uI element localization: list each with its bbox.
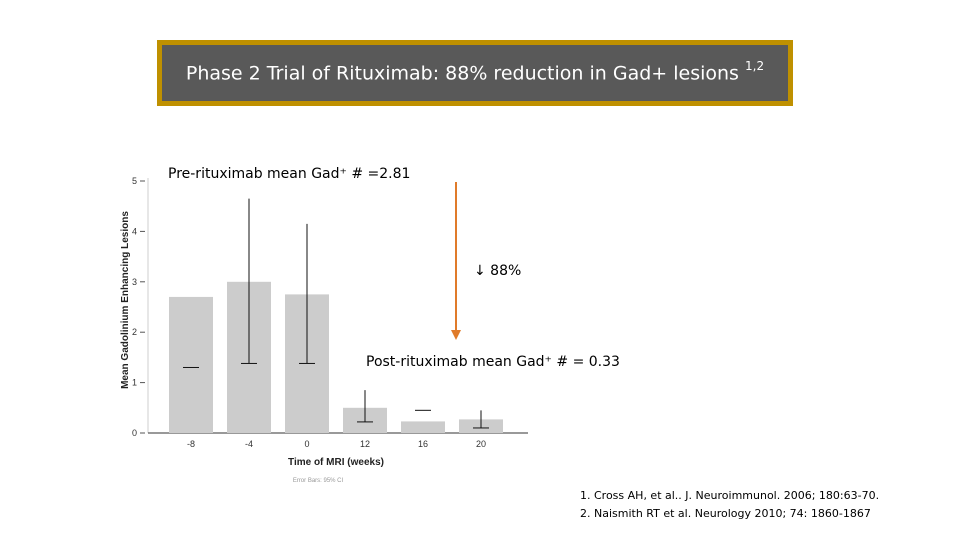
y-tick-label: 0: [132, 428, 137, 438]
y-tick-label: 1: [132, 378, 137, 388]
x-tick-label: -8: [187, 439, 195, 449]
reduction-arrow-head: [451, 330, 461, 340]
x-tick-label: -4: [245, 439, 253, 449]
y-tick-label: 3: [132, 277, 137, 287]
x-tick-label: 16: [418, 439, 428, 449]
post-rituximab-label: Post-rituximab mean Gad⁺ # = 0.33: [366, 354, 620, 370]
error-bar-footnote: Error Bars: 95% CI: [293, 478, 344, 484]
chart-error-bars: [183, 198, 489, 429]
bar: [401, 421, 445, 433]
references: 1. Cross AH, et al.. J. Neuroimmunol. 20…: [580, 487, 879, 523]
reduction-label: ↓ 88%: [474, 263, 522, 279]
reference-2: 2. Naismith RT et al. Neurology 2010; 74…: [580, 507, 871, 520]
y-tick-label: 2: [132, 327, 137, 337]
x-axis-title: Time of MRI (weeks): [288, 457, 384, 468]
x-tick-label: 12: [360, 439, 370, 449]
y-tick-label: 4: [132, 226, 137, 236]
y-axis-title: Mean Gadolinium Enhancing Lesions: [120, 211, 131, 389]
bar: [169, 296, 213, 433]
slide-title: Phase 2 Trial of Rituximab: 88% reductio…: [185, 59, 765, 85]
x-tick-label: 20: [476, 439, 486, 449]
slide-title-superscript: 1,2: [745, 59, 765, 74]
reference-1: 1. Cross AH, et al.. J. Neuroimmunol. 20…: [580, 489, 880, 502]
title-box: Phase 2 Trial of Rituximab: 88% reductio…: [157, 40, 793, 106]
x-tick-label: 0: [304, 439, 309, 449]
slide-title-text: Phase 2 Trial of Rituximab: 88% reductio…: [185, 62, 739, 85]
pre-rituximab-label: Pre-rituximab mean Gad⁺ # =2.81: [168, 166, 411, 182]
y-tick-label: 5: [132, 176, 137, 186]
